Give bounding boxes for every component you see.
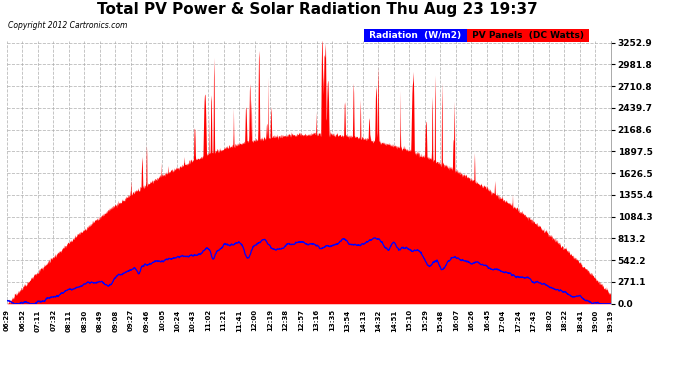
Text: Copyright 2012 Cartronics.com: Copyright 2012 Cartronics.com [8,21,128,30]
Text: Radiation  (W/m2): Radiation (W/m2) [366,31,464,40]
Text: PV Panels  (DC Watts): PV Panels (DC Watts) [469,31,587,40]
Text: Total PV Power & Solar Radiation Thu Aug 23 19:37: Total PV Power & Solar Radiation Thu Aug… [97,2,538,17]
